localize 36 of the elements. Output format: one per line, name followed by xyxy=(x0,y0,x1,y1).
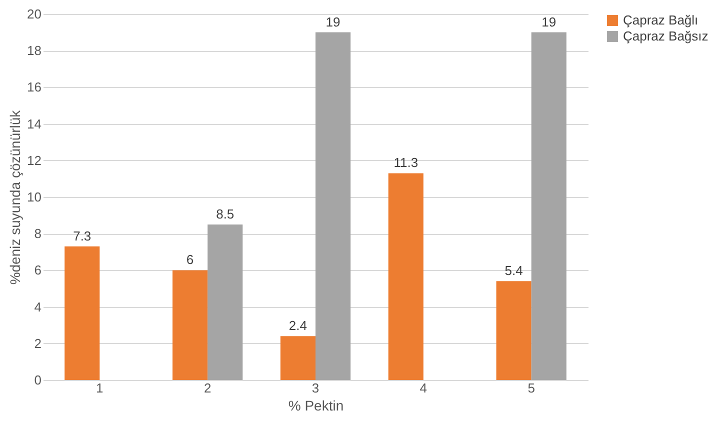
y-axis-title: %deniz suyunda çözünürlük xyxy=(7,109,24,285)
data-label: 19 xyxy=(542,14,556,30)
bar xyxy=(280,336,316,380)
y-tick-label: 20 xyxy=(27,6,42,22)
data-label: 2.4 xyxy=(288,318,307,334)
legend-label: Çapraz Bağlı xyxy=(623,12,698,28)
x-tick-label: 5 xyxy=(528,380,535,396)
data-label: 19 xyxy=(326,14,340,30)
y-tick-label: 2 xyxy=(34,336,42,351)
data-label: 7.3 xyxy=(73,228,92,244)
data-label: 6 xyxy=(186,252,194,268)
data-label: 5.4 xyxy=(504,263,523,278)
y-tick-label: 0 xyxy=(34,372,42,388)
y-tick-label: 4 xyxy=(34,299,42,314)
bar xyxy=(388,173,424,380)
bar xyxy=(531,32,566,380)
y-tick-label: 8 xyxy=(34,226,42,242)
legend-label: Çapraz Bağsız xyxy=(623,28,708,44)
bar xyxy=(172,270,208,380)
x-tick-label: 3 xyxy=(312,380,320,396)
y-tick-label: 10 xyxy=(27,190,42,204)
y-tick-label: 6 xyxy=(34,262,42,278)
x-axis-title: % Pektin xyxy=(288,398,344,414)
bar xyxy=(64,246,100,380)
bar xyxy=(208,224,243,380)
data-label: 11.3 xyxy=(394,155,418,170)
y-tick-label: 16 xyxy=(27,80,42,95)
x-tick-label: 2 xyxy=(204,380,212,396)
y-tick-label: 14 xyxy=(27,116,42,132)
data-label: 8.5 xyxy=(216,206,234,222)
y-tick-label: 18 xyxy=(27,43,42,58)
x-tick-label: 4 xyxy=(420,380,428,396)
bar xyxy=(316,32,351,380)
bar xyxy=(496,281,532,380)
y-tick-label: 12 xyxy=(27,152,42,168)
x-tick-label: 1 xyxy=(96,380,104,396)
